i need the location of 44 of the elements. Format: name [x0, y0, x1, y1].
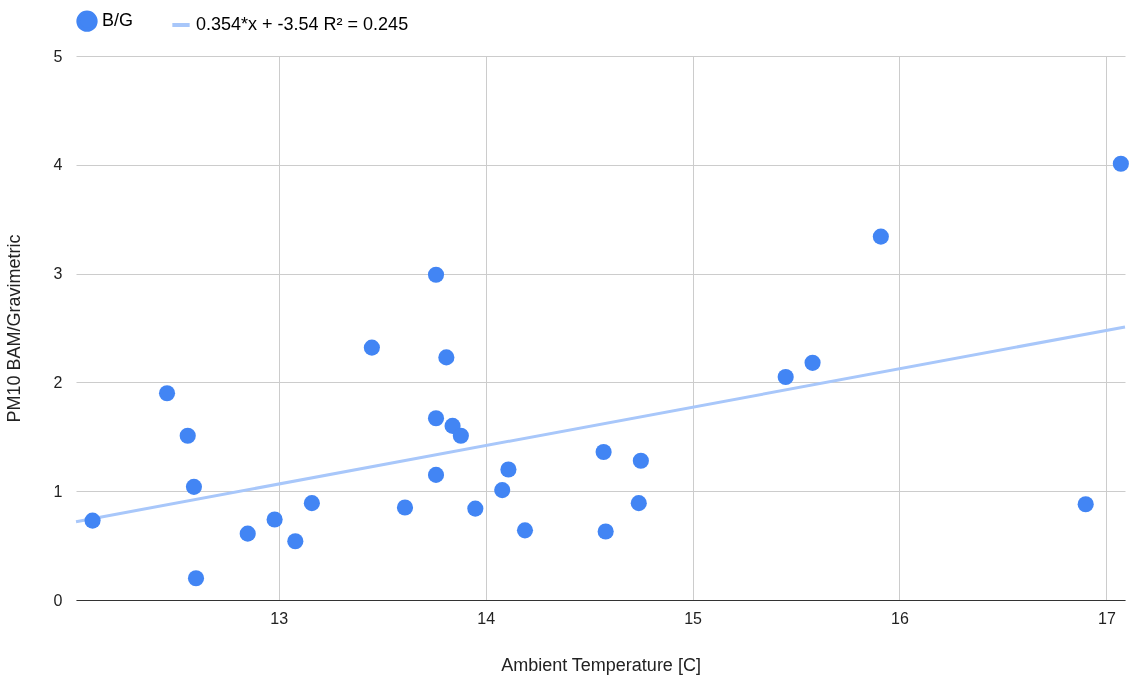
point — [632, 452, 649, 469]
point — [804, 354, 821, 371]
legend-label: 0.354*x + -3.54 R² = 0.245 — [196, 14, 409, 34]
point — [396, 499, 414, 516]
point — [179, 427, 196, 444]
point — [494, 482, 511, 499]
y-tick-label: 4 — [53, 156, 63, 174]
point — [287, 533, 304, 550]
point — [438, 349, 455, 366]
point — [239, 525, 256, 542]
point — [597, 523, 614, 540]
point — [427, 466, 445, 483]
point — [1077, 496, 1094, 513]
y-tick-label: 2 — [53, 373, 63, 391]
point — [500, 461, 517, 478]
point — [467, 500, 484, 517]
point — [185, 478, 202, 495]
legend-label: B/G — [102, 10, 134, 31]
point — [872, 228, 889, 245]
point — [84, 512, 101, 529]
point — [266, 511, 283, 528]
x-tick-label: 14 — [477, 609, 496, 627]
point — [158, 385, 176, 402]
y-tick-label: 0 — [53, 591, 63, 609]
point — [452, 427, 469, 444]
x-axis-title: Ambient Temperature [C] — [501, 654, 701, 675]
x-tick-label: 13 — [270, 609, 289, 627]
point — [777, 368, 794, 386]
x-tick-label: 16 — [891, 609, 909, 627]
point — [595, 443, 612, 461]
point — [303, 495, 320, 512]
y-tick-label: 5 — [53, 47, 63, 65]
x-tick-label: 17 — [1097, 609, 1116, 627]
point — [1112, 155, 1129, 172]
y-axis-title: PM10 BAM/Gravimetric — [3, 234, 24, 423]
point — [427, 266, 445, 283]
y-tick-label: 3 — [53, 265, 63, 283]
y-tick-label: 1 — [53, 482, 63, 500]
x-tick-label: 15 — [684, 609, 703, 627]
point — [630, 495, 647, 512]
point — [363, 339, 380, 356]
point — [516, 522, 534, 539]
point — [427, 410, 445, 427]
point — [187, 570, 205, 587]
